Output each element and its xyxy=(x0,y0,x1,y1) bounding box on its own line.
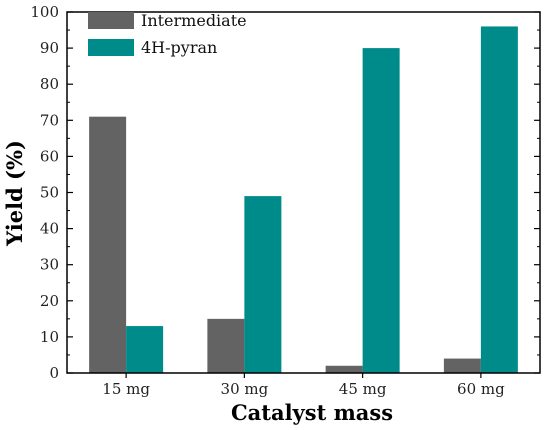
x-axis: 15 mg 30 mg 45 mg 60 mg xyxy=(102,373,505,398)
x-tick-label: 30 mg xyxy=(221,380,269,398)
bar-4h-pyran-15-mg xyxy=(126,326,164,373)
y-tick-label: 60 xyxy=(40,147,59,165)
legend-item-4h-pyran: 4H-pyran xyxy=(88,38,217,57)
plot-frame xyxy=(66,11,541,374)
y-axis-title: Yield (%) xyxy=(2,140,27,247)
bar-intermediate-45-mg xyxy=(325,365,363,373)
x-axis-title: Catalyst mass xyxy=(231,400,393,425)
bar-intermediate-30-mg xyxy=(207,318,245,373)
bar-4h-pyran-30-mg xyxy=(244,196,282,373)
y-tick-label: 40 xyxy=(40,220,59,238)
legend: Intermediate 4H-pyran xyxy=(88,11,247,57)
legend-label-4h-pyran: 4H-pyran xyxy=(141,38,217,57)
bar-intermediate-15-mg xyxy=(89,116,127,373)
bar-4h-pyran-60-mg xyxy=(480,26,518,373)
y-tick-label: 90 xyxy=(40,39,59,57)
legend-label-intermediate: Intermediate xyxy=(141,11,247,30)
y-axis: 0 10 20 30 40 50 60 70 80 90 100 xyxy=(30,3,540,382)
y-tick-label: 0 xyxy=(49,364,59,382)
x-tick-label: 15 mg xyxy=(102,380,150,398)
y-tick-label: 70 xyxy=(40,111,59,129)
legend-item-intermediate: Intermediate xyxy=(88,11,247,30)
bar-intermediate-60-mg xyxy=(443,358,481,373)
bar-4h-pyran-45-mg xyxy=(362,48,400,373)
x-tick-label: 45 mg xyxy=(339,380,387,398)
y-tick-label: 80 xyxy=(40,75,59,93)
x-tick-label: 60 mg xyxy=(457,380,505,398)
y-tick-label: 100 xyxy=(30,3,59,21)
bars-layer xyxy=(89,26,518,373)
legend-swatch-intermediate xyxy=(88,12,134,29)
y-tick-label: 20 xyxy=(40,292,59,310)
legend-swatch-4h-pyran xyxy=(88,39,134,56)
y-tick-label: 30 xyxy=(40,256,59,274)
y-tick-label: 50 xyxy=(40,184,59,202)
y-tick-label: 10 xyxy=(40,328,59,346)
